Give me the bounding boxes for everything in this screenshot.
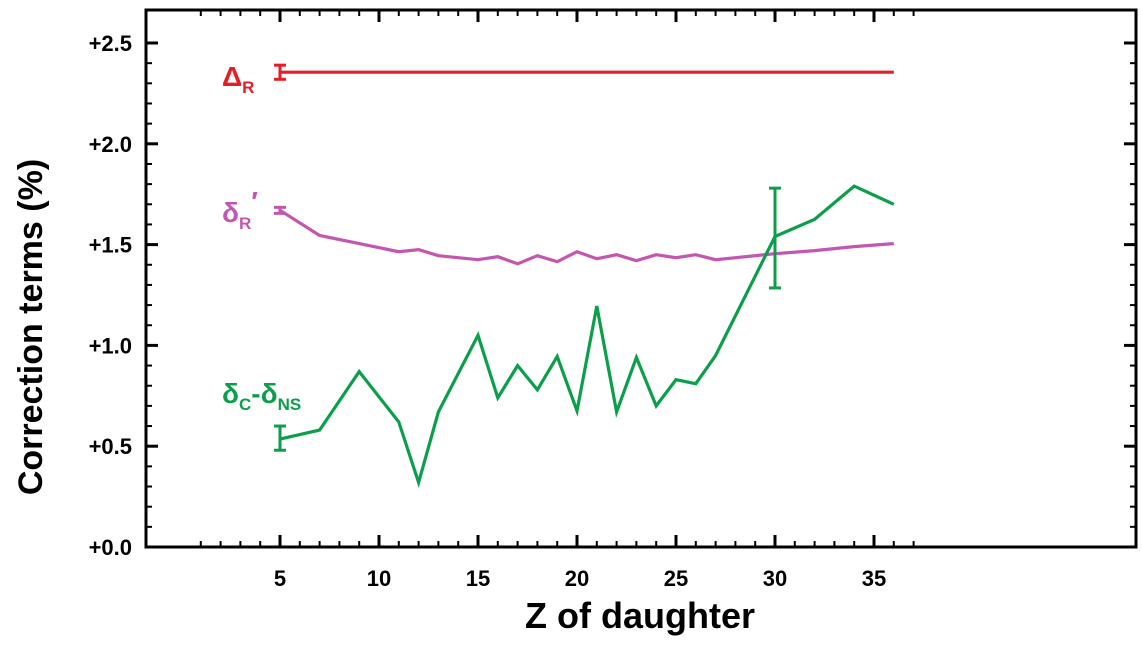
series-label-symbol: δ xyxy=(222,197,239,228)
y-tick-label: +2.5 xyxy=(89,31,132,56)
series-label-subscript-2: NS xyxy=(278,395,302,414)
y-tick-label: +1.0 xyxy=(89,333,132,358)
series-label-0: ΔR xyxy=(222,61,254,97)
y-axis-title: Correction terms (%) xyxy=(12,159,50,495)
series-line-2 xyxy=(279,184,895,489)
series-label-2: δC-δNS xyxy=(222,378,301,414)
x-tick-label: 5 xyxy=(274,566,286,591)
series-label-1: δR′ xyxy=(222,186,258,233)
series-label-subscript: R xyxy=(239,214,251,233)
series-label-symbol: δ xyxy=(222,378,239,409)
y-tick-label: +0.0 xyxy=(89,535,132,560)
x-tick-label: 20 xyxy=(565,566,589,591)
series-line-1 xyxy=(279,208,894,266)
x-tick-label: 30 xyxy=(763,566,787,591)
series-label-subscript: R xyxy=(242,78,254,97)
series-label-subscript: C xyxy=(239,395,251,414)
x-tick-label: 35 xyxy=(862,566,886,591)
series-label-prime: ′ xyxy=(251,186,258,217)
x-tick-label: 10 xyxy=(367,566,391,591)
series-label-symbol-2: -δ xyxy=(251,378,277,409)
y-tick-label: +2.0 xyxy=(89,132,132,157)
plot-frame xyxy=(144,8,1138,549)
y-tick-label: +0.5 xyxy=(89,434,132,459)
data-series xyxy=(274,63,895,489)
series-label-symbol: Δ xyxy=(222,61,242,92)
x-tick-label: 15 xyxy=(466,566,490,591)
x-tick-label: 25 xyxy=(664,566,688,591)
x-axis-title: Z of daughter xyxy=(525,595,755,636)
y-tick-label: +1.5 xyxy=(89,233,132,258)
axes: 5 10 15 20 25 30 35 +0.0 +0.5 +1.0 +1.5 +2.0 +2.5 xyxy=(89,8,1138,591)
